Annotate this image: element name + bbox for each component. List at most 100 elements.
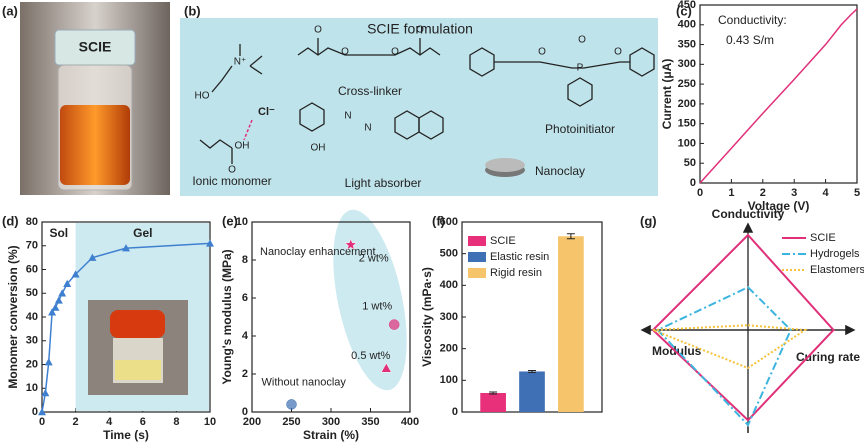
radar-series [652,324,808,370]
y-tick-label: 20 [26,358,38,370]
panel-label: (c) [676,3,692,18]
data-point [206,239,214,247]
y-axis-label: Current (μA) [660,59,674,130]
x-tick-label: 10 [204,416,216,428]
formulation-title: SCIE formulation [367,21,473,37]
photo-a: SCIE [20,2,170,195]
y-tick-label: 0 [242,406,248,418]
point-label: Without nanoclay [262,376,347,388]
atom-label: O [341,47,349,58]
error-bar [489,391,498,395]
y-tick-label: 400 [678,19,696,31]
y-tick-label: 300 [678,58,696,70]
panel-label: (d) [2,213,19,228]
x-tick-label: 4 [106,416,113,428]
x-tick-label: 6 [140,416,146,428]
x-tick-label: 0 [39,416,45,428]
y-tick-label: 30 [26,335,38,347]
y-tick-label: 4 [242,330,249,342]
x-tick-label: 3 [791,187,797,199]
component-label: Light absorber [345,176,422,190]
y-tick-label: 400 [440,279,458,291]
y-tick-label: 6 [242,292,248,304]
legend-label: Elastomers [810,264,864,276]
data-point [388,319,400,330]
y-tick-label: 200 [440,343,458,355]
x-tick-label: 300 [322,416,340,428]
y-tick-label: 300 [440,311,458,323]
panel-label: (g) [640,213,657,228]
y-tick-label: 70 [26,240,38,252]
atom-label: O [614,47,622,58]
anion: Cl⁻ [258,106,275,118]
point-label: 1 wt% [362,301,392,313]
formulation-panel: SCIE formulation Cl⁻ [180,18,658,196]
atom-label: HO [195,91,210,102]
data-point [122,244,130,252]
highlight-region [333,209,407,391]
data-point [286,399,297,410]
x-tick-label: 200 [243,416,261,428]
atom-label: N [364,123,371,134]
data-point [380,362,392,373]
axis-label: Conductivity [712,207,785,221]
x-axis-label: Strain (%) [303,428,359,442]
data-point [54,296,63,304]
legend-label: SCIE [810,232,836,244]
atom-label: O [314,25,322,36]
y-tick-label: 50 [684,157,696,169]
y-tick-label: 350 [678,38,696,50]
legend-label: Elastic resin [490,251,549,263]
atom-label: O [391,47,399,58]
x-tick-label: 4 [823,187,830,199]
x-tick-label: 350 [361,416,379,428]
annotation: Nanoclay enhancement [260,246,376,258]
x-tick-label: 1 [728,187,734,199]
data-point [44,358,53,366]
y-tick-label: 2 [242,368,248,380]
error-bar [566,233,575,240]
x-tick-label: 400 [401,416,419,428]
radar-series [651,233,835,422]
atom-label: OH [311,143,326,154]
component-label: Ionic monomer [192,174,271,188]
data-point [48,308,57,316]
y-axis-label: Monomer conversion (%) [6,245,20,388]
legend-swatch [468,252,486,262]
x-tick-label: 2 [73,416,79,428]
plot-frame [699,4,858,184]
annotation: 0.43 S/m [726,33,774,47]
y-tick-label: 100 [678,137,696,149]
data-point [41,389,50,397]
bar [480,393,506,412]
legend-label: Hydrogels [810,248,860,260]
error-bar [528,370,536,373]
panel-label: (e) [222,213,238,228]
x-tick-label: 8 [173,416,179,428]
data-point [88,253,97,261]
atom-label: P [577,63,584,74]
data-line [41,242,211,413]
region-label: Gel [133,226,152,240]
y-tick-label: 50 [26,287,38,299]
y-tick-label: 500 [440,248,458,260]
y-tick-label: 10 [26,382,38,394]
y-tick-label: 0 [32,406,38,418]
y-axis-label: Viscosity (mPa·s) [420,267,434,367]
x-axis-label: Time (s) [103,428,149,442]
data-line [699,8,858,184]
y-tick-label: 200 [678,98,696,110]
component-label: Nanoclay [535,164,585,178]
component-label: Photoinitiator [545,122,615,136]
data-point [58,289,67,297]
legend-swatch [468,268,486,278]
legend-swatch [468,236,486,246]
component-label: Cross-linker [338,84,402,98]
y-tick-label: 0 [452,406,458,418]
atom-label: O [228,165,236,176]
atom-label: O [578,35,586,46]
atom-label: N⁺ [234,57,247,68]
panel-label: (b) [184,3,201,18]
x-tick-label: 5 [854,187,860,199]
data-point [63,279,72,287]
